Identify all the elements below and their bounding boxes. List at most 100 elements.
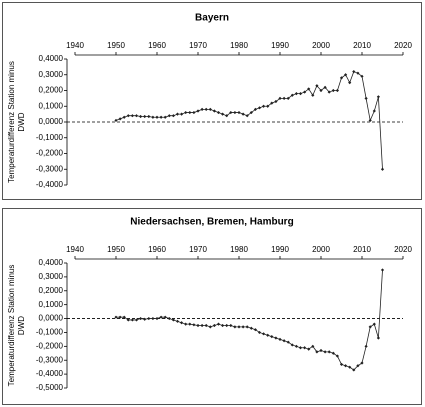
x-tick-label: 1960 xyxy=(148,41,166,50)
data-point xyxy=(245,325,249,329)
data-point xyxy=(151,316,155,321)
data-point xyxy=(122,115,126,119)
y-tick-label: 0,0000 xyxy=(39,117,64,126)
data-point xyxy=(253,328,257,332)
y-tick-label: 0,1000 xyxy=(39,300,64,309)
data-point xyxy=(171,114,175,118)
data-point xyxy=(151,115,155,119)
data-point xyxy=(134,318,139,322)
y-tick-label: -0,3000 xyxy=(36,164,64,173)
y-tick-label: 0,2000 xyxy=(39,286,64,295)
data-point xyxy=(139,114,143,119)
data-point xyxy=(114,315,118,319)
data-point xyxy=(380,268,385,272)
data-point xyxy=(339,362,344,366)
y-tick-label: -0,2000 xyxy=(36,149,64,158)
data-point xyxy=(315,84,319,88)
data-point xyxy=(126,114,130,118)
y-tick-label: -0,4000 xyxy=(36,369,64,378)
y-axis-title: Temperaturdifferenz Station minus xyxy=(7,61,16,183)
data-point xyxy=(323,85,327,89)
data-point xyxy=(208,325,212,329)
data-point xyxy=(282,96,286,100)
data-point xyxy=(298,346,303,350)
data-point xyxy=(237,325,241,329)
x-tick-label: 1950 xyxy=(107,41,125,50)
data-point xyxy=(286,96,290,100)
x-tick-label: 1940 xyxy=(66,41,84,50)
data-point xyxy=(184,322,188,326)
data-point xyxy=(216,322,221,326)
data-point xyxy=(311,344,315,348)
x-tick-label: 2010 xyxy=(353,245,371,254)
data-point xyxy=(171,318,175,322)
data-point xyxy=(327,350,331,354)
x-tick-label: 2000 xyxy=(312,41,330,50)
data-point xyxy=(155,316,159,321)
data-point xyxy=(126,318,130,322)
data-point xyxy=(139,316,143,321)
data-point xyxy=(323,350,327,354)
data-point xyxy=(253,107,257,111)
data-point xyxy=(364,96,368,100)
data-point xyxy=(380,167,385,171)
data-point xyxy=(262,104,266,108)
data-point xyxy=(147,114,151,119)
chart-title: Bayern xyxy=(195,13,229,24)
data-point xyxy=(221,323,225,328)
data-point xyxy=(376,95,380,99)
y-tick-label: 0,0000 xyxy=(39,314,64,323)
y-tick-label: 0,4000 xyxy=(39,54,64,63)
data-point xyxy=(118,315,122,319)
data-point xyxy=(130,114,134,118)
data-point xyxy=(188,322,192,326)
data-point xyxy=(237,110,241,115)
data-point xyxy=(233,110,237,115)
y-tick-label: -0,1000 xyxy=(36,328,64,337)
data-point xyxy=(134,114,139,118)
data-point xyxy=(335,88,339,93)
data-point xyxy=(360,74,364,78)
data-point xyxy=(307,347,311,351)
y-tick-label: 0,1000 xyxy=(39,101,64,110)
data-point xyxy=(159,315,163,319)
data-point xyxy=(257,106,262,110)
data-point xyxy=(192,323,196,327)
data-point xyxy=(208,107,212,111)
data-point xyxy=(278,96,282,100)
y-tick-label: 0,4000 xyxy=(39,258,64,267)
data-point xyxy=(303,346,307,350)
data-point xyxy=(143,114,147,119)
data-point xyxy=(184,110,188,115)
x-tick-label: 1970 xyxy=(189,41,207,50)
data-point xyxy=(233,325,237,329)
x-tick-label: 2020 xyxy=(394,41,412,50)
data-point xyxy=(266,104,270,108)
x-tick-label: 1980 xyxy=(230,245,248,254)
data-point xyxy=(143,317,147,321)
x-tick-label: 1990 xyxy=(271,245,289,254)
data-point xyxy=(266,333,270,337)
data-point xyxy=(278,337,282,341)
y-tick-label: -0,1000 xyxy=(36,133,64,142)
data-point xyxy=(204,323,208,328)
data-point xyxy=(294,92,298,96)
data-point xyxy=(167,114,171,118)
data-point xyxy=(196,323,200,328)
data-point xyxy=(270,335,274,339)
x-tick-label: 1960 xyxy=(148,245,166,254)
data-point xyxy=(290,343,294,347)
x-tick-label: 1990 xyxy=(271,41,289,50)
data-point xyxy=(344,364,348,368)
data-point xyxy=(257,330,262,335)
data-point xyxy=(303,90,307,94)
data-point xyxy=(204,107,208,111)
panel-frame xyxy=(2,2,422,200)
y-tick-label: -0,5000 xyxy=(36,383,64,392)
data-point xyxy=(274,336,278,340)
data-point xyxy=(200,323,204,328)
data-point xyxy=(315,350,319,354)
data-point xyxy=(307,87,311,91)
data-point xyxy=(372,109,376,113)
y-axis-title: Temperaturdifferenz Station minus xyxy=(7,265,16,387)
